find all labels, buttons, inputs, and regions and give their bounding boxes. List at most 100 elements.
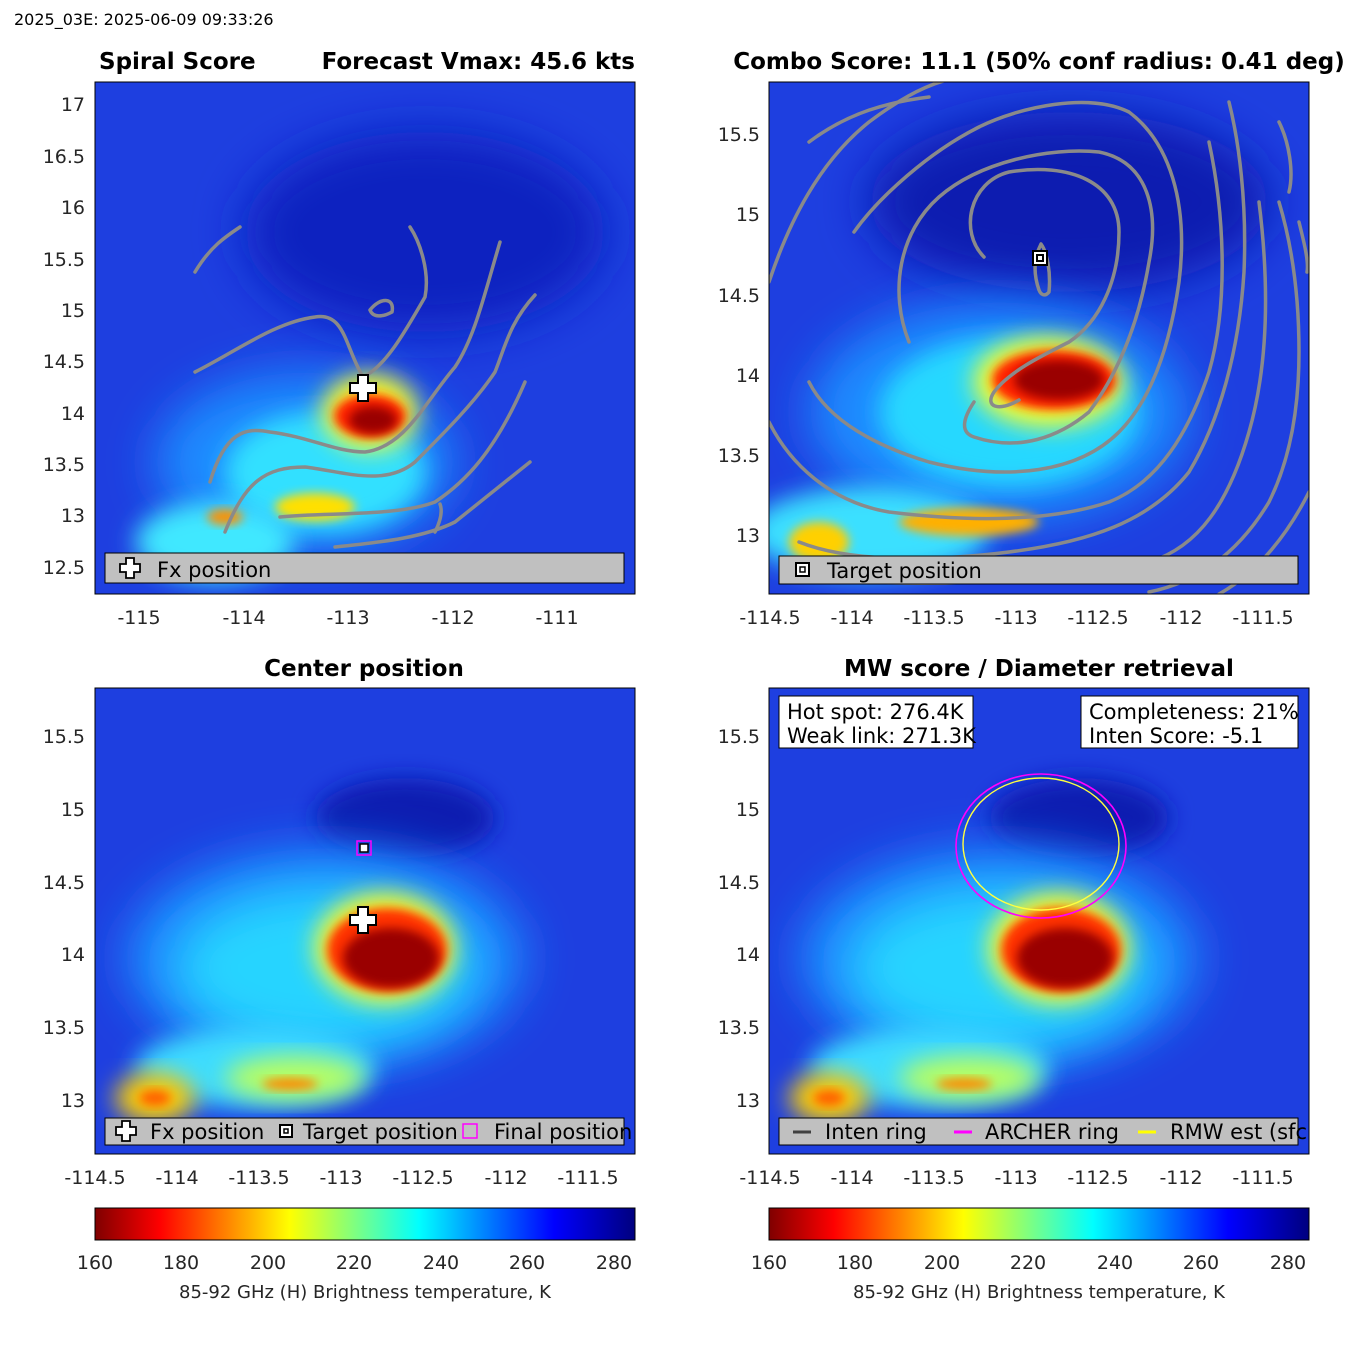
panel1-x-ticks: -115 -114 -113 -112 -111	[117, 607, 578, 629]
svg-text:15: 15	[61, 300, 85, 322]
svg-text:14: 14	[736, 365, 760, 387]
svg-text:260: 260	[509, 1252, 545, 1274]
completeness-value: Completeness: 21%	[1089, 700, 1299, 724]
panel-center-position: Center position Fx position Target posit…	[43, 656, 636, 1189]
svg-text:280: 280	[596, 1252, 632, 1274]
svg-text:-113: -113	[994, 607, 1037, 629]
colorbar-right-ticks: 160 180 200 220 240 260 280	[751, 1252, 1306, 1274]
panel4-legend: Inten ring ARCHER ring RMW est (sfc)	[778, 1117, 1315, 1146]
colorbar-left-label: 85-92 GHz (H) Brightness temperature, K	[179, 1282, 552, 1303]
panel4-info-left: Hot spot: 276.4K Weak link: 271.3K	[778, 695, 977, 749]
svg-text:14.5: 14.5	[43, 872, 85, 894]
panel2-heatmap: Target position	[769, 82, 1309, 594]
svg-text:-112: -112	[1159, 1167, 1202, 1189]
panel2-legend-target: Target position	[826, 559, 982, 583]
svg-text:-111.5: -111.5	[1232, 1167, 1293, 1189]
panel1-title-left: Spiral Score	[99, 49, 256, 75]
panel3-legend-final: Final position	[494, 1120, 632, 1144]
svg-text:-114: -114	[222, 607, 265, 629]
svg-text:-114: -114	[830, 607, 873, 629]
panel1-fx-position-marker	[349, 374, 377, 402]
colorbar-right-gradient	[768, 1207, 1310, 1241]
svg-text:14: 14	[61, 403, 85, 425]
svg-text:-112.5: -112.5	[1067, 1167, 1128, 1189]
panel4-heatmap: Hot spot: 276.4K Weak link: 271.3K Compl…	[769, 688, 1315, 1154]
svg-text:-114: -114	[830, 1167, 873, 1189]
svg-text:16: 16	[61, 197, 85, 219]
panel4-title: MW score / Diameter retrieval	[844, 656, 1234, 682]
rmw-est-ring	[962, 777, 1120, 911]
weak-link-value: Weak link: 271.3K	[787, 724, 977, 748]
panel4-y-ticks: 15.5 15 14.5 14 13.5 13	[718, 726, 760, 1112]
panel2-legend: Target position	[778, 555, 1299, 585]
panel3-legend-target: Target position	[302, 1120, 458, 1144]
svg-text:17: 17	[61, 94, 85, 116]
svg-text:13.5: 13.5	[718, 1017, 760, 1039]
svg-text:-112.5: -112.5	[392, 1167, 453, 1189]
panel1-title-right: Forecast Vmax: 45.6 kts	[322, 49, 635, 75]
svg-text:15: 15	[61, 799, 85, 821]
colorbar-right: 160 180 200 220 240 260 280 85-92 GHz (H…	[751, 1207, 1310, 1303]
panel-spiral-score: Spiral Score Forecast Vmax: 45.6 kts	[43, 49, 636, 629]
svg-text:-112: -112	[431, 607, 474, 629]
colorbar-left-ticks: 160 180 200 220 240 260 280	[77, 1252, 632, 1274]
svg-text:-113.5: -113.5	[228, 1167, 289, 1189]
panel3-heatmap: Fx position Target position Final positi…	[95, 688, 635, 1154]
panel1-legend-fx: Fx position	[157, 558, 271, 582]
svg-text:200: 200	[250, 1252, 286, 1274]
svg-text:14: 14	[61, 944, 85, 966]
svg-text:-112.5: -112.5	[1067, 607, 1128, 629]
svg-text:160: 160	[77, 1252, 113, 1274]
panel2-y-ticks: 15.5 15 14.5 14 13.5 13	[718, 124, 760, 547]
panel3-legend-fx: Fx position	[150, 1120, 264, 1144]
svg-text:14: 14	[736, 944, 760, 966]
svg-text:220: 220	[1010, 1252, 1046, 1274]
panel4-legend-rmw: RMW est (sfc)	[1170, 1120, 1315, 1144]
colorbar-left-gradient	[94, 1207, 636, 1241]
svg-text:220: 220	[336, 1252, 372, 1274]
svg-text:-114.5: -114.5	[739, 607, 800, 629]
svg-text:15.5: 15.5	[43, 726, 85, 748]
panel3-final-position-marker	[356, 840, 372, 856]
panel2-title: Combo Score: 11.1 (50% conf radius: 0.41…	[733, 49, 1345, 75]
panel3-x-ticks: -114.5 -114 -113.5 -113 -112.5 -112 -111…	[64, 1167, 618, 1189]
svg-text:13.5: 13.5	[43, 454, 85, 476]
svg-text:-113: -113	[319, 1167, 362, 1189]
panel1-spiral-contours	[193, 225, 537, 549]
svg-text:13: 13	[61, 505, 85, 527]
svg-text:-114.5: -114.5	[64, 1167, 125, 1189]
panel2-x-ticks: -114.5 -114 -113.5 -113 -112.5 -112 -111…	[739, 607, 1293, 629]
panel3-legend: Fx position Target position Final positi…	[104, 1117, 632, 1146]
svg-text:15: 15	[736, 204, 760, 226]
svg-text:-113: -113	[994, 1167, 1037, 1189]
colorbar-left: 160 180 200 220 240 260 280 85-92 GHz (H…	[77, 1207, 636, 1303]
hot-spot-value: Hot spot: 276.4K	[787, 700, 965, 724]
panel1-heatmap: Fx position	[95, 82, 635, 594]
svg-text:260: 260	[1183, 1252, 1219, 1274]
svg-text:180: 180	[163, 1252, 199, 1274]
svg-text:-113.5: -113.5	[903, 1167, 964, 1189]
panel4-legend-inten: Inten ring	[825, 1120, 927, 1144]
svg-text:180: 180	[837, 1252, 873, 1274]
svg-text:200: 200	[924, 1252, 960, 1274]
svg-text:-113: -113	[326, 607, 369, 629]
fx-position-legend-icon	[115, 1120, 137, 1142]
svg-text:16.5: 16.5	[43, 146, 85, 168]
panel4-info-right: Completeness: 21% Inten Score: -5.1	[1080, 695, 1299, 749]
inten-score-value: Inten Score: -5.1	[1089, 724, 1263, 748]
svg-text:15.5: 15.5	[718, 726, 760, 748]
final-position-legend-icon	[462, 1123, 478, 1139]
svg-text:13.5: 13.5	[718, 445, 760, 467]
svg-text:12.5: 12.5	[43, 557, 85, 579]
svg-text:-111.5: -111.5	[557, 1167, 618, 1189]
panel4-legend-archer: ARCHER ring	[985, 1120, 1119, 1144]
panel1-legend: Fx position	[104, 552, 625, 584]
fx-position-legend-icon	[119, 557, 141, 579]
figure-header: 2025_03E: 2025-06-09 09:33:26	[14, 10, 274, 30]
svg-text:15: 15	[736, 799, 760, 821]
svg-text:280: 280	[1270, 1252, 1306, 1274]
svg-text:-112: -112	[484, 1167, 527, 1189]
svg-text:-115: -115	[117, 607, 160, 629]
panel-combo-score: Combo Score: 11.1 (50% conf radius: 0.41…	[718, 49, 1345, 629]
